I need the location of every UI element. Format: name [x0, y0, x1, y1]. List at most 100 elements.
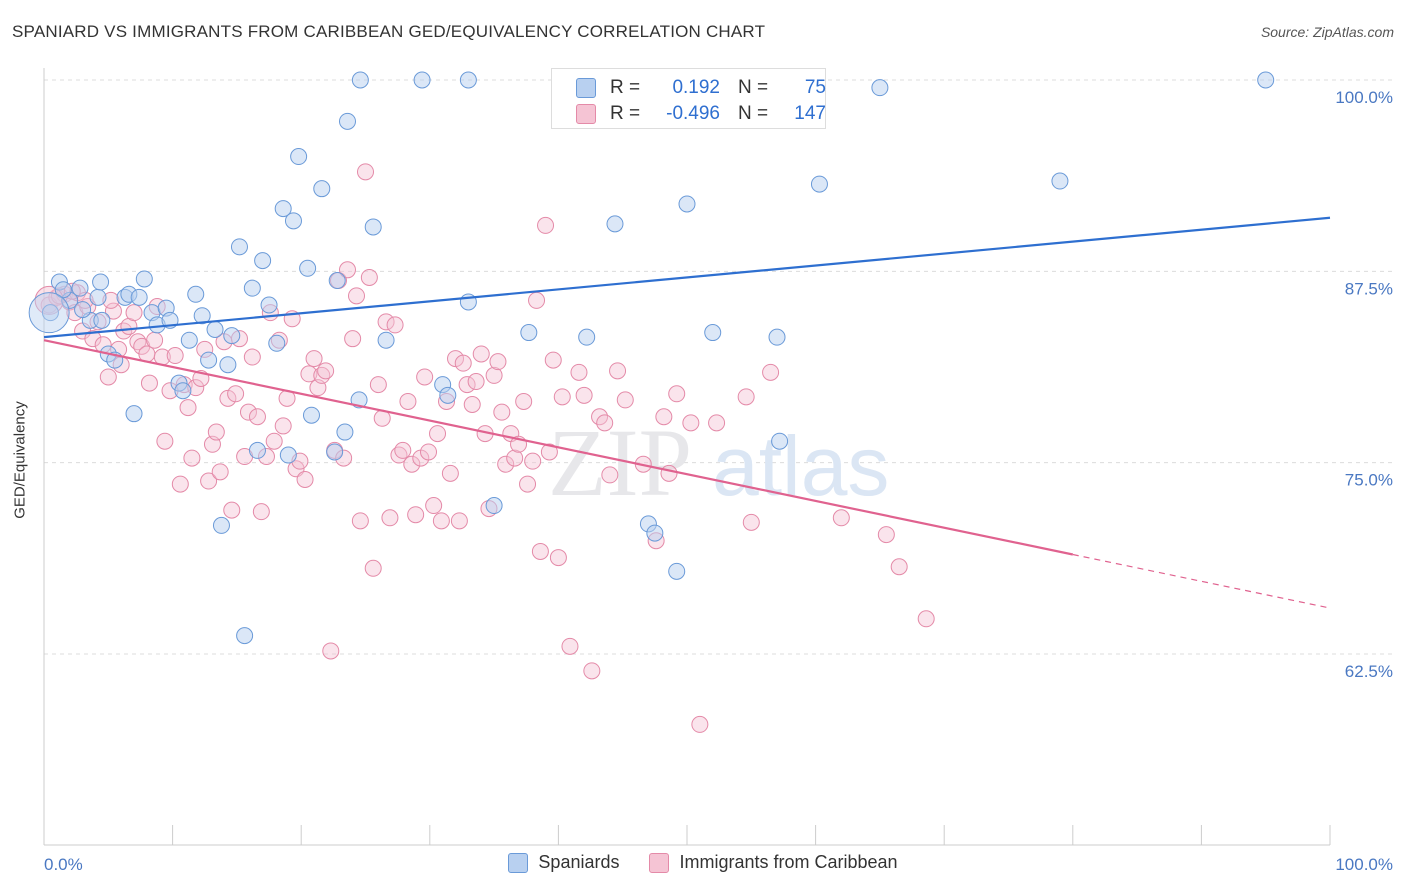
point-spaniards	[768, 328, 786, 346]
y-tick-label: 100.0%	[1335, 88, 1393, 107]
point-spaniards	[254, 252, 272, 270]
point-caribbean	[528, 291, 546, 309]
stats-n-value: 147	[794, 103, 826, 124]
point-caribbean	[211, 463, 229, 481]
point-caribbean	[407, 506, 425, 524]
point-caribbean	[369, 376, 387, 394]
trend-line-caribbean	[43, 339, 1074, 556]
trend-lines	[43, 216, 1331, 609]
legend-label-caribbean: Immigrants from Caribbean	[679, 852, 898, 872]
point-caribbean	[450, 512, 468, 530]
point-spaniards	[274, 200, 292, 218]
point-caribbean	[742, 513, 760, 531]
point-caribbean	[583, 662, 601, 680]
point-spaniards	[302, 406, 320, 424]
stats-n-label: N =	[738, 77, 769, 98]
point-caribbean	[575, 386, 593, 404]
point-caribbean	[125, 304, 143, 322]
y-tick-label: 62.5%	[1345, 662, 1393, 681]
point-spaniards	[236, 627, 254, 645]
point-spaniards	[439, 386, 457, 404]
point-caribbean	[420, 443, 438, 461]
point-spaniards	[260, 296, 278, 314]
point-caribbean	[351, 512, 369, 530]
stats-swatch-pink	[576, 104, 596, 124]
point-spaniards	[206, 320, 224, 338]
point-caribbean	[762, 363, 780, 381]
point-caribbean	[682, 414, 700, 432]
stats-r-label: R =	[610, 77, 641, 98]
point-spaniards	[606, 215, 624, 233]
point-spaniards	[328, 272, 346, 290]
point-caribbean	[655, 408, 673, 426]
point-caribbean	[463, 396, 481, 414]
point-spaniards	[520, 324, 538, 342]
point-caribbean	[248, 408, 266, 426]
point-caribbean	[171, 475, 189, 493]
point-spaniards	[130, 288, 148, 306]
point-caribbean	[540, 443, 558, 461]
point-caribbean	[467, 373, 485, 391]
point-caribbean	[416, 368, 434, 386]
point-caribbean	[252, 503, 270, 521]
point-caribbean	[166, 347, 184, 365]
point-caribbean	[207, 423, 225, 441]
point-spaniards	[54, 281, 72, 299]
watermark: ZIP atlas	[548, 409, 889, 516]
point-caribbean	[344, 330, 362, 348]
point-spaniards	[268, 334, 286, 352]
point-caribbean	[485, 366, 503, 384]
y-tick-label: 87.5%	[1345, 279, 1393, 298]
point-caribbean	[553, 388, 571, 406]
point-caribbean	[377, 313, 395, 331]
point-spaniards	[223, 327, 241, 345]
point-caribbean	[506, 449, 524, 467]
point-spaniards	[871, 79, 889, 97]
point-caribbean	[531, 542, 549, 560]
point-spaniards	[135, 270, 153, 288]
stats-row-spaniards: R = 0.192 N = 75	[576, 75, 826, 101]
point-caribbean	[338, 261, 356, 279]
point-caribbean	[227, 385, 245, 403]
point-spaniards	[174, 382, 192, 400]
stats-row-caribbean: R = -0.496 N = 147	[576, 101, 826, 127]
point-spaniards	[704, 324, 722, 342]
point-spaniards	[93, 311, 111, 329]
point-spaniards	[413, 71, 431, 89]
grid-lines	[44, 79, 1394, 655]
point-caribbean	[708, 414, 726, 432]
point-caribbean	[140, 374, 158, 392]
stats-n-label: N =	[738, 103, 769, 124]
point-spaniards	[326, 443, 344, 461]
point-caribbean	[441, 464, 459, 482]
point-caribbean	[493, 403, 511, 421]
legend-item-caribbean[interactable]: Immigrants from Caribbean	[649, 852, 898, 873]
point-spaniards	[212, 516, 230, 534]
x-tick-label: 100.0%	[1335, 855, 1393, 874]
point-spaniards	[1051, 172, 1069, 190]
point-caribbean	[537, 216, 555, 234]
point-spaniards	[678, 195, 696, 213]
point-spaniards	[92, 273, 110, 291]
point-caribbean	[472, 345, 490, 363]
point-spaniards	[290, 148, 308, 166]
y-tick-label: 75.0%	[1345, 471, 1393, 490]
point-caribbean	[183, 449, 201, 467]
point-caribbean	[519, 475, 537, 493]
chart-title: SPANIARD VS IMMIGRANTS FROM CARIBBEAN GE…	[12, 22, 766, 41]
point-caribbean	[497, 455, 515, 473]
point-caribbean	[570, 363, 588, 381]
point-caribbean	[454, 354, 472, 372]
point-spaniards	[351, 71, 369, 89]
point-spaniards	[89, 288, 107, 306]
point-spaniards	[193, 307, 211, 325]
stats-n-value: 75	[804, 77, 826, 98]
point-spaniards	[485, 497, 503, 515]
point-caribbean	[360, 268, 378, 286]
stats-r-value: -0.496	[666, 103, 720, 124]
point-caribbean	[609, 362, 627, 380]
point-caribbean	[737, 388, 755, 406]
point-caribbean	[296, 471, 314, 489]
legend-item-spaniards[interactable]: Spaniards	[508, 852, 619, 873]
point-spaniards	[74, 301, 92, 319]
